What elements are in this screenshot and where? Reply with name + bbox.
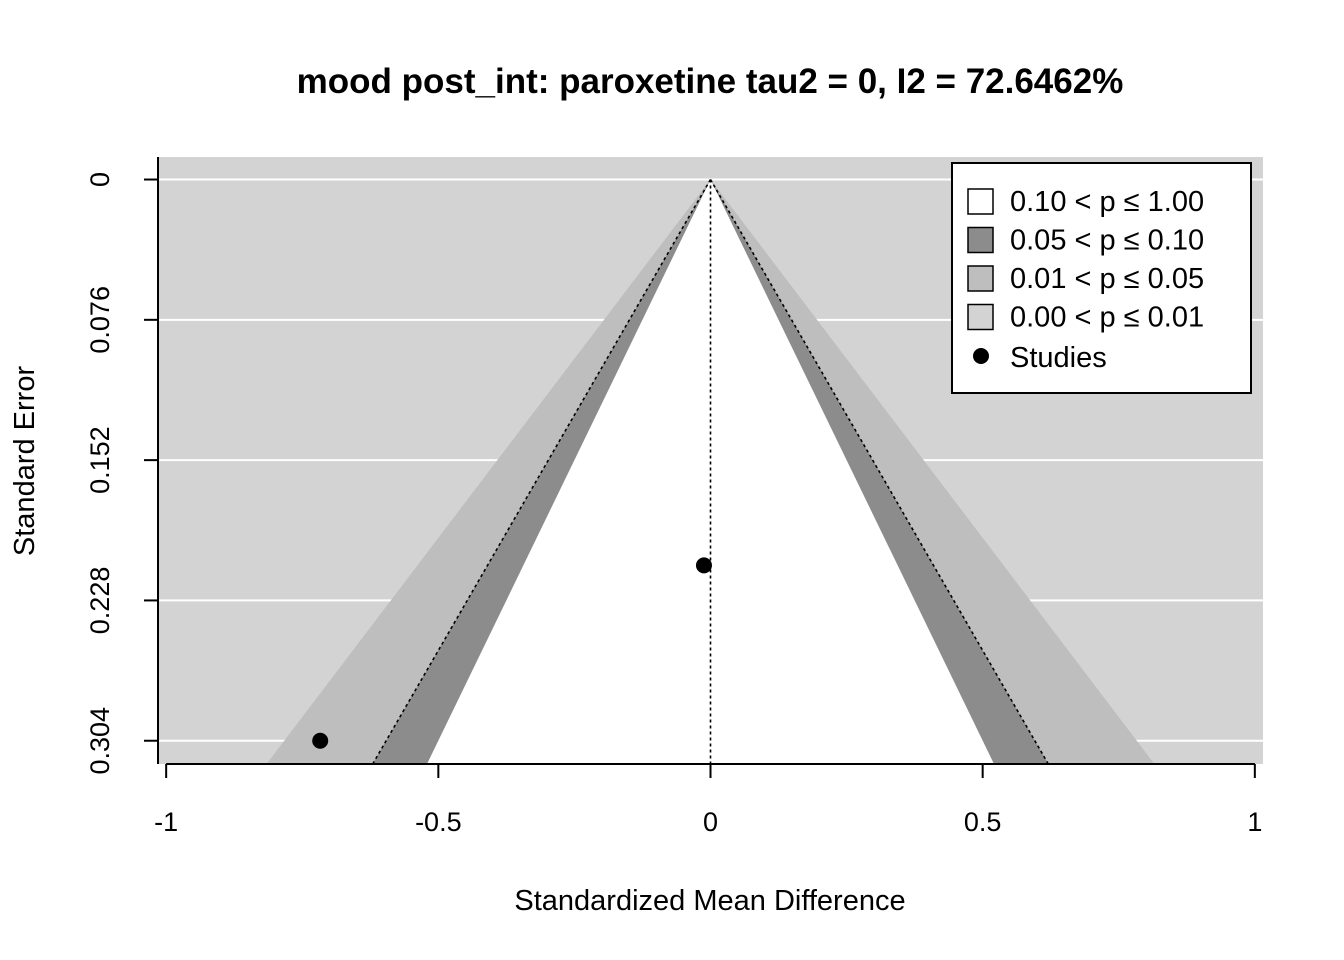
y-tick-label-2: 0.152 — [85, 426, 115, 494]
y-tick-label-4: 0.304 — [85, 707, 115, 775]
x-tick-label-3: 0.5 — [964, 807, 1002, 837]
study-point-0[interactable] — [695, 557, 712, 574]
legend-label-studies: Studies — [1010, 342, 1107, 374]
x-tick-label-1: -0.5 — [415, 807, 462, 837]
funnel-line-right — [709, 179, 1049, 764]
x-tick-label-4: 1 — [1247, 807, 1262, 837]
y-tick-label-1: 0.076 — [85, 286, 115, 354]
y-tick-label-0: 0 — [85, 172, 115, 187]
contour-z-1_645 — [427, 179, 994, 764]
funnel-line-left — [372, 179, 712, 764]
legend-box — [951, 162, 1252, 394]
x-axis-label: Standardized Mean Difference — [514, 885, 905, 917]
legend-studies-marker — [973, 348, 989, 364]
legend-label-2: 0.01 < p ≤ 0.05 — [1010, 263, 1204, 295]
legend-label-1: 0.05 < p ≤ 0.10 — [1010, 225, 1204, 257]
x-tick-label-2: 0 — [703, 807, 718, 837]
legend-swatch-1 — [967, 226, 994, 254]
legend-label-0: 0.10 < p ≤ 1.00 — [1010, 186, 1204, 218]
y-tick-label-3: 0.228 — [85, 567, 115, 635]
legend-swatch-0 — [967, 188, 994, 215]
legend-swatch-2 — [967, 265, 994, 292]
x-tick-label-0: -1 — [154, 807, 178, 837]
chart-title: mood post_int: paroxetine tau2 = 0, I2 =… — [297, 62, 1124, 101]
y-axis-label: Standard Error — [9, 366, 41, 557]
legend-swatch-3 — [967, 303, 994, 331]
legend-label-3: 0.00 < p ≤ 0.01 — [1010, 302, 1204, 334]
study-point-1[interactable] — [312, 732, 329, 749]
legend: 0.10 < p ≤ 1.00 0.05 < p ≤ 0.10 0.01 < p ≤… — [951, 162, 1252, 394]
